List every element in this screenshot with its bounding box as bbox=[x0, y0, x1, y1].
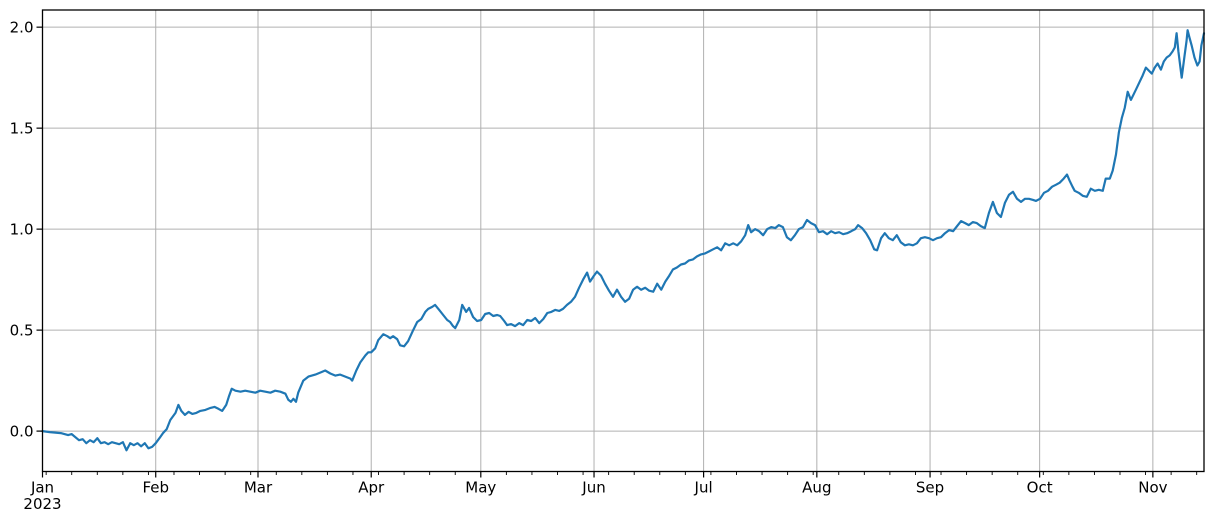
y-tick-label: 2.0 bbox=[10, 18, 34, 36]
x-tick-label: Oct bbox=[1027, 479, 1053, 497]
x-tick-sublabel: 2023 bbox=[23, 495, 61, 513]
x-tick-label: Aug bbox=[802, 479, 831, 497]
x-tick-label: Feb bbox=[142, 479, 169, 497]
plot-area bbox=[42, 10, 1204, 472]
x-tick-label: Jun bbox=[581, 479, 605, 497]
x-tick-label: Nov bbox=[1138, 479, 1167, 497]
x-tick-label: Mar bbox=[244, 479, 273, 497]
y-tick-label: 0.5 bbox=[10, 321, 34, 339]
x-tick-label: May bbox=[465, 479, 496, 497]
x-tick-label: Jan bbox=[30, 479, 54, 497]
plot-border bbox=[41, 9, 1205, 473]
y-tick-label: 1.5 bbox=[10, 119, 34, 137]
y-tick-label: 0.0 bbox=[10, 422, 34, 440]
series-line bbox=[41, 29, 1206, 452]
x-tick-label: Apr bbox=[358, 479, 385, 497]
y-tick-label: 1.0 bbox=[10, 220, 34, 238]
x-tick-label: Jul bbox=[694, 479, 713, 497]
x-tick-label: Sep bbox=[916, 479, 944, 497]
